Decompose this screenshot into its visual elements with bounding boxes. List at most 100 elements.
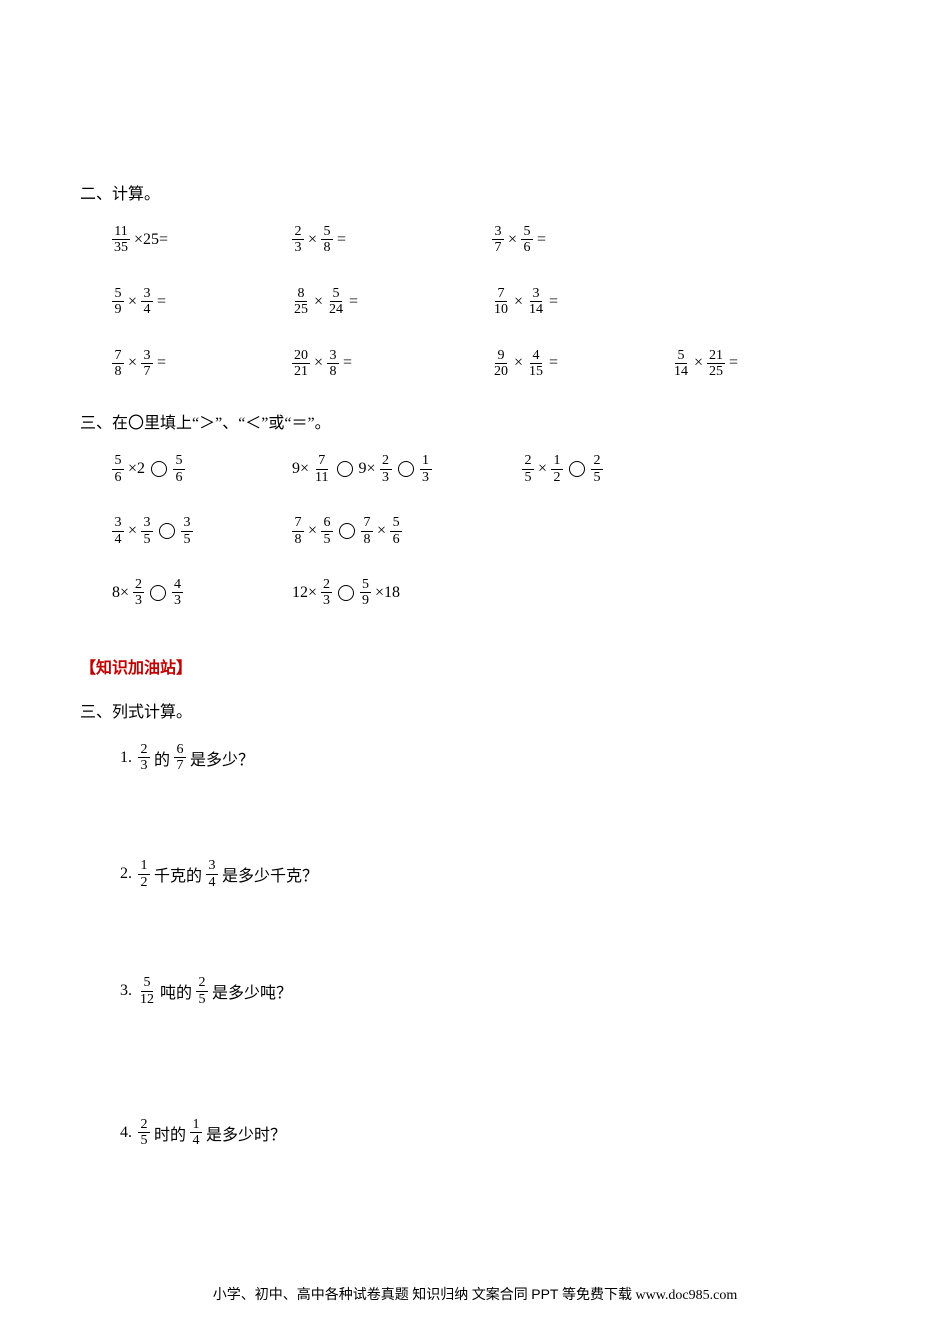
op-text: ×	[514, 293, 523, 311]
fraction: 67	[174, 742, 186, 774]
fraction: 524	[327, 286, 345, 318]
compare-row-3: 8× 23 43 12× 23 59 ×18	[80, 577, 870, 609]
calc-cell: 825 × 524 =	[290, 286, 490, 318]
compare-row-1: 56 ×2 56 9× 711 9× 23 13 25 × 12 25	[80, 453, 870, 485]
eq-text: =	[729, 354, 738, 372]
fraction: 14	[190, 1117, 202, 1149]
compare-cell: 34 × 35 35	[110, 515, 290, 547]
op-text: ×	[508, 231, 517, 249]
fraction: 34	[206, 858, 218, 890]
fraction: 25	[138, 1117, 150, 1149]
fraction: 34	[141, 286, 153, 318]
fraction: 34	[112, 515, 124, 547]
eq-text: =	[549, 293, 558, 311]
calc-cell: 37 × 56 =	[490, 224, 670, 256]
fraction: 78	[112, 348, 124, 380]
fraction: 38	[327, 348, 339, 380]
op-text: ×	[314, 293, 323, 311]
problem-2: 2. 12 千克的 34 是多少千克？	[120, 858, 870, 890]
circle-blank-icon	[159, 523, 175, 539]
compare-cell: 56 ×2 56	[110, 453, 290, 485]
fraction: 2021	[292, 348, 310, 380]
problem-4: 4. 25 时的 14 是多少时？	[120, 1117, 870, 1149]
fraction: 710	[492, 286, 510, 318]
eq-text: =	[549, 354, 558, 372]
op-text: ×25=	[134, 231, 168, 249]
section-3-title: 三、在〇里填上“＞”、“＜”或“＝”。	[80, 409, 870, 433]
calc-cell: 514 × 2125 =	[670, 348, 830, 380]
eq-text: =	[157, 293, 166, 311]
fraction: 37	[492, 224, 504, 256]
fraction: 13	[420, 453, 432, 485]
fraction: 512	[138, 975, 156, 1007]
mixed-stack: 23	[133, 577, 144, 609]
compare-row-2: 34 × 35 35 78 × 65 78 × 56	[80, 515, 870, 547]
calc-cell: 710 × 314 =	[490, 286, 670, 318]
compare-cell: 8× 23 43	[110, 577, 290, 609]
fraction: 920	[492, 348, 510, 380]
fraction: 415	[527, 348, 545, 380]
problem-label: 3.	[120, 982, 132, 1000]
footer-url: www.doc985.com	[635, 1288, 737, 1303]
problem-text: 是多少千克？	[222, 862, 318, 886]
knowledge-title: 【知识加油站】	[80, 654, 870, 678]
op-text: 9×	[359, 460, 376, 478]
problem-text: 是多少吨？	[212, 979, 292, 1003]
problem-text: 的	[154, 746, 170, 770]
fraction: 65	[321, 515, 333, 547]
fraction: 23	[380, 453, 392, 485]
op-text: ×	[308, 522, 317, 540]
fraction: 12	[551, 453, 563, 485]
op-text: ×	[538, 460, 547, 478]
eq-text: =	[157, 354, 166, 372]
calc-cell: 78 × 37 =	[110, 348, 290, 380]
op-text: ×	[128, 293, 137, 311]
eq-text: =	[537, 231, 546, 249]
fraction: 825	[292, 286, 310, 318]
fraction: 2125	[707, 348, 725, 380]
calc-row-1: 1135 ×25= 23 × 58 = 37 × 56 =	[80, 224, 870, 256]
circle-blank-icon	[569, 461, 585, 477]
mixed-stack: 43	[172, 577, 183, 609]
op-text: ×	[377, 522, 386, 540]
section-3b-title: 三、列式计算。	[80, 698, 870, 722]
circle-blank-icon	[337, 461, 353, 477]
compare-cell: 12× 23 59 ×18	[290, 577, 520, 609]
calc-row-2: 59 × 34 = 825 × 524 = 710 × 314 =	[80, 286, 870, 318]
footer-text: 等免费下载	[558, 1288, 635, 1303]
op-text: ×18	[375, 584, 400, 602]
footer-ppt: PPT	[531, 1286, 558, 1302]
problem-text: 时的	[154, 1121, 186, 1145]
fraction: 711	[313, 453, 330, 485]
op-text: ×	[128, 522, 137, 540]
circle-blank-icon	[338, 585, 354, 601]
circle-blank-icon	[339, 523, 355, 539]
fraction: 56	[521, 224, 533, 256]
fraction: 37	[141, 348, 153, 380]
fraction: 56	[173, 453, 185, 485]
circle-blank-icon	[151, 461, 167, 477]
fraction: 514	[672, 348, 690, 380]
calc-cell: 920 × 415 =	[490, 348, 670, 380]
fraction: 25	[196, 975, 208, 1007]
fraction: 58	[321, 224, 333, 256]
mixed-stack: 59	[360, 577, 371, 609]
op-text: ×2	[128, 460, 145, 478]
compare-cell: 78 × 65 78 × 56	[290, 515, 520, 547]
mixed-stack: 23	[321, 577, 332, 609]
fraction: 78	[292, 515, 304, 547]
section-2-title: 二、计算。	[80, 180, 870, 204]
compare-cell: 9× 711 9× 23 13	[290, 453, 520, 485]
fraction: 78	[361, 515, 373, 547]
calc-cell: 59 × 34 =	[110, 286, 290, 318]
eq-text: =	[337, 231, 346, 249]
calc-cell: 2021 × 38 =	[290, 348, 490, 380]
footer-text: 小学、初中、高中各种试卷真题 知识归纳 文案合同	[213, 1288, 532, 1303]
op-text: ×	[514, 354, 523, 372]
calc-cell: 23 × 58 =	[290, 224, 490, 256]
fraction: 56	[112, 453, 124, 485]
problem-text: 千克的	[154, 862, 202, 886]
op-text: 12×	[292, 584, 317, 602]
fraction: 12	[138, 858, 150, 890]
op-text: 8×	[112, 584, 129, 602]
